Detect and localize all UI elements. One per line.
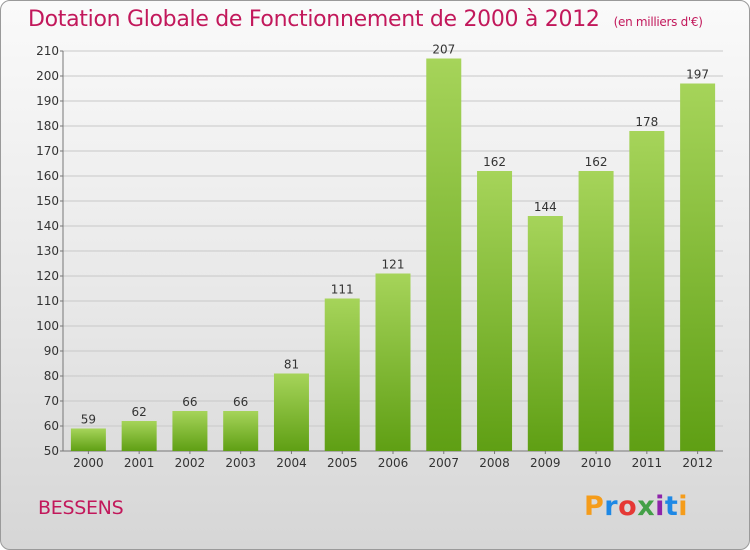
x-tick-label: 2002 — [175, 456, 206, 470]
logo-letter: i — [655, 491, 665, 522]
logo-letter: o — [618, 491, 638, 522]
data-label: 111 — [331, 283, 354, 297]
bar-2009 — [527, 216, 563, 451]
y-tick-label: 110 — [36, 294, 59, 308]
data-label: 144 — [534, 200, 557, 214]
chart-title-text: Dotation Globale de Fonctionnement de 20… — [28, 7, 600, 32]
x-tick-label: 2012 — [682, 456, 713, 470]
x-tick-label: 2010 — [581, 456, 612, 470]
data-label: 178 — [635, 115, 658, 129]
logo-letter: r — [604, 491, 619, 522]
x-tick-label: 2001 — [124, 456, 155, 470]
bar-2006 — [375, 273, 411, 451]
bar-2001 — [121, 421, 157, 451]
bar-2002 — [172, 411, 208, 451]
data-label: 162 — [483, 155, 506, 169]
data-label: 207 — [432, 43, 455, 57]
y-tick-label: 100 — [36, 319, 59, 333]
data-label: 66 — [233, 395, 248, 409]
bars — [70, 58, 716, 451]
data-label: 121 — [382, 258, 405, 272]
data-labels: 59 62 66 66 81 111 121 207 162 144 162 178 197 — [81, 43, 709, 427]
y-tick-label: 170 — [36, 144, 59, 158]
logo-letter: i — [678, 491, 689, 522]
x-tick-label: 2005 — [327, 456, 358, 470]
data-label: 59 — [81, 413, 96, 427]
y-tick-label: 120 — [36, 269, 59, 283]
x-tick-label: 2011 — [632, 456, 663, 470]
x-tick-label: 2007 — [428, 456, 459, 470]
data-label: 62 — [132, 405, 147, 419]
chart-title: Dotation Globale de Fonctionnement de 20… — [28, 7, 703, 32]
y-tick-label: 210 — [36, 44, 59, 58]
bar-2000 — [70, 428, 106, 451]
y-tick-label: 60 — [44, 419, 59, 433]
commune-name: BESSENS — [38, 497, 124, 519]
y-tick-label: 80 — [44, 369, 59, 383]
y-tick-label: 70 — [44, 394, 59, 408]
y-tick-label: 50 — [44, 444, 59, 458]
data-label: 66 — [182, 395, 197, 409]
data-label: 162 — [585, 155, 608, 169]
y-tick-label: 190 — [36, 94, 59, 108]
logo-letter: x — [637, 491, 656, 522]
x-tick-label: 2004 — [276, 456, 307, 470]
y-tick-label: 140 — [36, 219, 59, 233]
x-tick-label: 2006 — [378, 456, 409, 470]
bar-2008 — [477, 171, 513, 451]
proxiti-logo[interactable]: Proxiti — [584, 491, 688, 522]
bar-2004 — [273, 373, 309, 451]
y-tick-label: 130 — [36, 244, 59, 258]
y-tick-label: 180 — [36, 119, 59, 133]
bar-2007 — [426, 58, 462, 451]
bar-2012 — [680, 83, 716, 451]
data-label: 81 — [284, 358, 299, 372]
x-tick-label: 2009 — [530, 456, 561, 470]
data-label: 197 — [686, 68, 709, 82]
bar-2011 — [629, 131, 665, 451]
x-tick-label: 2003 — [225, 456, 256, 470]
y-tick-label: 160 — [36, 169, 59, 183]
y-tick-label: 150 — [36, 194, 59, 208]
x-tick-label: 2008 — [479, 456, 510, 470]
x-tick-label: 2000 — [73, 456, 104, 470]
chart-subtitle: (en milliers d'€) — [613, 15, 703, 29]
bar-2005 — [324, 298, 360, 451]
y-tick-label: 200 — [36, 69, 59, 83]
y-tick-label: 90 — [44, 344, 59, 358]
bar-2003 — [223, 411, 259, 451]
bar-2010 — [578, 171, 614, 451]
logo-letter: P — [584, 491, 605, 522]
logo-letter: t — [664, 491, 679, 522]
